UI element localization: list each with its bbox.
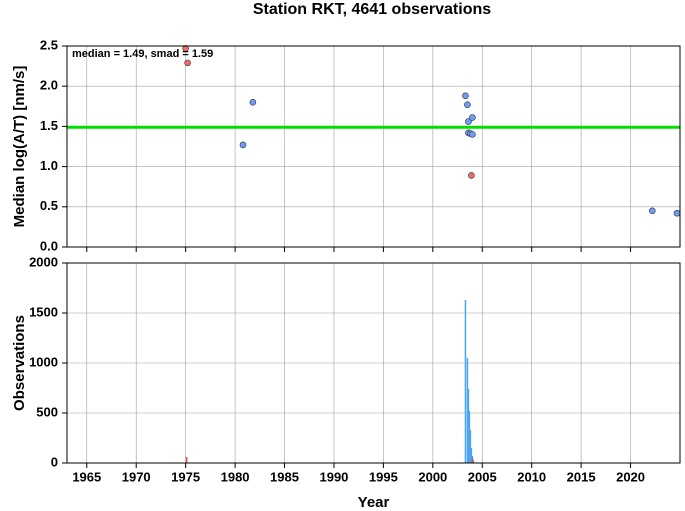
point bbox=[465, 118, 472, 125]
x-tick-label: 2000 bbox=[418, 469, 447, 484]
x-tick-label: 1995 bbox=[369, 469, 398, 484]
y-tick-label: 2.0 bbox=[40, 78, 58, 93]
x-tick-label: 1965 bbox=[72, 469, 101, 484]
x-tick-label: 1985 bbox=[270, 469, 299, 484]
plot-frame bbox=[66, 45, 681, 248]
point bbox=[182, 45, 189, 52]
annotation: median = 1.49, smad = 1.59 bbox=[72, 48, 213, 60]
y-tick-label: 0 bbox=[51, 454, 58, 469]
y-axis-label: Observations bbox=[11, 315, 28, 411]
y-tick-label: 2.5 bbox=[40, 37, 58, 52]
y-tick-label: 0.5 bbox=[40, 198, 58, 213]
plot-frame bbox=[66, 262, 681, 464]
point bbox=[249, 98, 257, 106]
x-tick-label: 2015 bbox=[567, 469, 596, 484]
chart-title: Station RKT, 4641 observations bbox=[253, 1, 491, 18]
y-tick-label: 1.5 bbox=[40, 118, 58, 133]
y-tick-label: 1.0 bbox=[40, 158, 58, 173]
y-tick-label: 500 bbox=[36, 404, 58, 419]
x-tick-label: 1990 bbox=[319, 469, 348, 484]
y-tick-label: 1500 bbox=[29, 304, 58, 319]
point bbox=[462, 92, 469, 100]
x-tick-label: 2005 bbox=[468, 469, 497, 484]
y-tick-label: 0.0 bbox=[40, 238, 58, 253]
point bbox=[184, 59, 191, 67]
point bbox=[673, 209, 681, 217]
point bbox=[469, 131, 476, 138]
x-tick-label: 1970 bbox=[122, 469, 151, 484]
x-tick-label: 2010 bbox=[517, 469, 546, 484]
x-axis-label: Year bbox=[358, 494, 390, 511]
point bbox=[468, 172, 475, 179]
point bbox=[239, 141, 247, 149]
x-tick-label: 1980 bbox=[221, 469, 250, 484]
point bbox=[649, 207, 656, 215]
y-tick-label: 1000 bbox=[29, 354, 58, 369]
point bbox=[464, 101, 471, 108]
x-tick-label: 1975 bbox=[171, 469, 200, 484]
point bbox=[469, 114, 476, 121]
y-axis-label: Median log(A/T) [nm/s] bbox=[11, 66, 28, 228]
y-tick-label: 2000 bbox=[29, 254, 58, 269]
x-tick-label: 2020 bbox=[616, 469, 645, 484]
